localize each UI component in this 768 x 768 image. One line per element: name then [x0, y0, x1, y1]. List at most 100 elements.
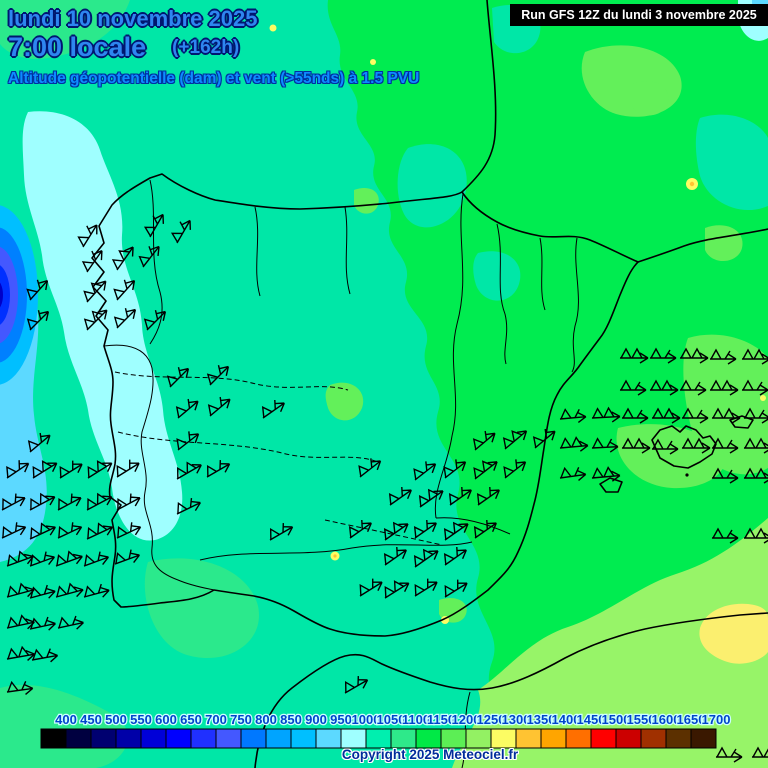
wind-barb-icon: [532, 428, 556, 449]
scale-cell: [515, 728, 542, 749]
scale-cell: [215, 728, 242, 749]
wind-barb-icon: [83, 280, 107, 303]
wind-barb-icon: [1, 522, 27, 539]
wind-barb-icon: [709, 348, 737, 365]
wind-barb-field: [1, 213, 768, 763]
scale-tick-label: 1450: [577, 712, 606, 727]
scale-tick-label: 1350: [527, 712, 556, 727]
wind-barb-icon: [383, 521, 409, 541]
wind-barb-icon: [413, 519, 437, 539]
wind-barb-icon: [743, 527, 768, 544]
wind-barb-icon: [269, 523, 294, 541]
wind-barb-icon: [443, 546, 467, 566]
scale-cell: [640, 728, 667, 749]
wind-barb-icon: [87, 460, 113, 479]
scale-cell: [390, 728, 417, 749]
wind-barb-icon: [57, 615, 84, 630]
wind-barb-icon: [6, 460, 30, 479]
wind-barb-icon: [116, 522, 142, 539]
wind-barb-icon: [31, 648, 59, 663]
wind-barb-icon: [743, 437, 768, 454]
france-spain-portugal-coast: [91, 0, 639, 637]
wind-barb-icon: [715, 746, 743, 763]
wind-barb-icon: [83, 583, 110, 598]
ibiza-island: [599, 477, 623, 493]
wind-barb-icon: [6, 645, 36, 661]
scale-tick-label: 1150: [427, 712, 455, 727]
green-contour-region: [245, 0, 768, 768]
wind-barb-icon: [473, 460, 498, 480]
wind-barb-icon: [751, 746, 768, 758]
forecast-date-label: lundi 10 novembre 2025: [8, 6, 258, 31]
scale-cell: [540, 728, 567, 749]
scale-cell: [365, 728, 392, 749]
scale-tick-label: 1050: [377, 712, 406, 727]
wind-barb-icon: [6, 582, 35, 598]
geopotential-color-scale: 400 450 500 550 600 650 700 750 800 850 900 950 1000…: [40, 711, 732, 749]
wind-barb-icon: [679, 347, 709, 364]
scale-cell: [340, 728, 367, 749]
pale-green-region: [452, 518, 768, 768]
wind-barb-icon: [711, 407, 741, 424]
wind-barb-icon: [709, 379, 739, 396]
wind-barb-icon: [86, 492, 113, 511]
wind-barb-icon: [388, 486, 412, 506]
wind-barb-icon: [114, 549, 140, 565]
scale-tick-label: 1400: [552, 712, 581, 727]
scale-cell: [115, 728, 142, 749]
scale-tick-label: 1500: [602, 712, 631, 727]
wind-barb-icon: [26, 310, 50, 331]
wind-barb-icon: [206, 365, 230, 386]
wind-barb-icon: [711, 437, 739, 454]
wind-barb-icon: [207, 396, 231, 417]
scale-cell: [315, 728, 342, 749]
model-run-info-box: Run GFS 12Z du lundi 3 novembre 2025: [510, 4, 768, 26]
wind-barb-icon: [559, 436, 589, 452]
scale-cell: [615, 728, 642, 749]
wind-barb-icon: [649, 347, 677, 364]
wind-barb-icon: [166, 367, 190, 388]
map-parameter-title: Altitude géopotentielle (dam) et vent (>…: [8, 70, 420, 87]
wind-barb-icon: [502, 430, 528, 450]
wind-barb-icon: [55, 550, 83, 567]
scale-cell: [465, 728, 492, 749]
islet-dot: [685, 473, 689, 477]
wind-barb-icon: [503, 459, 527, 479]
forecast-time-label: 7:00 locale (+162h): [8, 32, 239, 63]
turquoise-patches: [397, 5, 768, 301]
wind-barb-icon: [344, 676, 369, 694]
scale-cell: [290, 728, 317, 749]
wind-barb-icon: [418, 488, 444, 508]
wind-barb-icon: [176, 497, 201, 515]
wind-barb-icon: [472, 430, 496, 451]
wind-barb-icon: [413, 461, 437, 481]
scale-cell: [590, 728, 617, 749]
wind-barb-icon: [591, 466, 621, 482]
scale-tick-label: 950: [330, 712, 352, 727]
scale-tick-label: 1000: [352, 712, 381, 727]
wind-barb-icon: [591, 406, 621, 423]
scale-cell: [565, 728, 592, 749]
wind-barb-icon: [443, 459, 467, 479]
copyright-label: Copyright 2025 Meteociel.fr: [341, 747, 519, 762]
wind-barb-icon: [383, 546, 407, 566]
low-pressure-bullseye: [0, 205, 38, 385]
wind-barb-icon: [29, 492, 56, 511]
wind-barb-icon: [113, 308, 137, 329]
forecast-offset-badge: (+162h): [172, 37, 240, 58]
scale-cell: [265, 728, 292, 749]
wind-barb-icon: [26, 279, 49, 301]
coastlines: [91, 0, 768, 768]
wind-barb-icon: [57, 522, 83, 539]
wind-barb-icon: [138, 245, 160, 268]
wind-barb-icon: [29, 522, 56, 540]
wind-barb-icon: [358, 458, 382, 478]
france-med-coast: [637, 228, 768, 263]
menorca-island: [729, 415, 754, 429]
wind-barb-icon: [116, 493, 141, 511]
scale-tick-label: 850: [280, 712, 302, 727]
scale-tick-label: 1650: [677, 712, 706, 727]
wind-barb-icon: [6, 550, 34, 567]
wind-barb-icon: [621, 437, 651, 454]
